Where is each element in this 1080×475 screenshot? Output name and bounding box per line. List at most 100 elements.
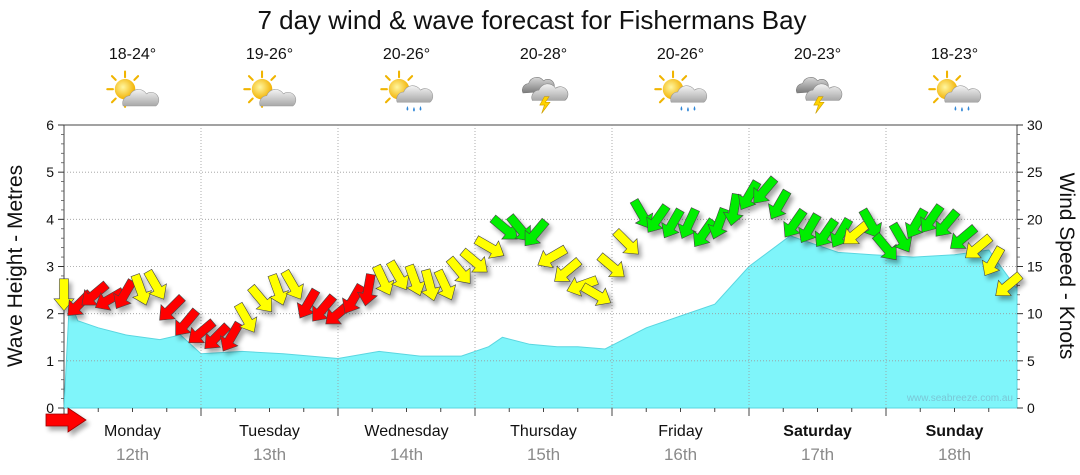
wind-arrows-layer [53,175,1024,352]
y2-tick-label: 5 [1027,353,1035,369]
temperature-range: 20-26° [383,46,430,63]
date-label: 16th [664,445,697,464]
temperature-range: 20-28° [520,46,567,63]
temperature-range: 19-26° [246,46,293,63]
wave-height-layer [63,235,1018,409]
y2-tick-label: 25 [1027,164,1043,180]
wind-arrow [113,278,137,310]
day-label: Monday [104,423,161,440]
wind-arrow [677,207,700,239]
wind-arrow [267,273,289,306]
y-tick-label: 5 [46,164,54,180]
storm-icon [522,77,569,114]
sun-cloud-icon [243,70,297,108]
y2-tick-label: 30 [1027,117,1043,133]
wind-arrow [524,217,550,247]
wind-arrow [404,263,426,297]
y-tick-label: 0 [46,400,54,416]
y2-tick-label: 0 [1027,400,1035,416]
wind-arrow [143,268,167,300]
wind-arrow [843,219,872,245]
wind-arrow [783,207,808,238]
day-label: Saturday [783,423,852,440]
wind-arrow [554,257,583,282]
wind-arrow [445,255,471,284]
daily-forecast-row: 18-24° 19-26° 20-26° 20-28° 20-26° 20-23° 18-2… [106,46,982,114]
wind-arrow [489,214,518,240]
wind-arrow [459,247,488,273]
day-label: Thursday [510,423,577,440]
y-tick-label: 4 [46,211,54,227]
wind-arrow [130,273,152,306]
wind-arrow [981,245,1006,277]
day-label: Tuesday [239,423,300,440]
day-label: Friday [658,423,702,440]
date-label: 17th [801,445,834,464]
wind-arrow [612,227,639,255]
temperature-range: 20-23° [794,46,841,63]
wind-arrow [798,212,822,244]
temperature-range: 20-26° [657,46,704,63]
wind-arrow [159,293,186,321]
chart-title: 7 day wind & wave forecast for Fisherman… [257,5,806,35]
wind-arrow [420,268,442,302]
wind-arrow [537,244,569,269]
wind-arrow [233,301,258,333]
wind-arrow [81,280,110,306]
wind-arrow [506,213,531,242]
date-label: 12th [116,445,149,464]
wind-arrow [473,235,505,259]
sun-cloud-rain-icon [654,70,708,113]
sun-cloud-rain-icon [928,70,982,113]
temperature-range: 18-23° [931,46,978,63]
sun-cloud-icon [106,70,160,108]
current-position-arrow [45,407,87,433]
day-label: Wednesday [364,423,448,440]
wind-arrow [871,232,897,261]
wind-arrow [312,293,338,322]
wind-arrow [905,207,929,239]
wind-arrow [722,193,744,227]
wind-arrow [247,283,272,313]
wind-arrow [356,273,378,307]
wind-arrow [965,233,994,259]
y2-tick-label: 15 [1027,259,1043,275]
wind-arrow [737,179,762,211]
date-label: 18th [938,445,971,464]
date-label: 15th [527,445,560,464]
wind-arrow [371,263,395,296]
axes: 0 1 2 3 4 5 6 0 5 10 15 20 25 30 Monday 12th Tuesday 13th… [46,117,1043,464]
wind-arrow [280,268,304,300]
y-tick-label: 1 [46,353,54,369]
wind-arrow [768,188,792,220]
day-label: Sunday [926,423,984,440]
storm-icon [796,77,843,114]
temperature-range: 18-24° [109,46,156,63]
date-label: 13th [253,445,286,464]
wind-arrow [753,175,779,204]
y-tick-label: 3 [46,259,54,275]
wind-arrow [220,320,244,352]
sun-cloud-rain-icon [380,70,434,113]
wind-arrow [342,282,366,314]
wind-arrow [296,287,321,319]
wind-arrow [566,275,599,297]
wind-arrow [188,318,217,344]
wind-arrow [950,224,979,249]
wind-arrow [661,207,685,239]
wind-arrow [935,208,961,237]
wind-arrow [94,287,126,311]
wave-area [63,235,1018,409]
wind-arrow [204,322,232,349]
y-tick-label: 6 [46,117,54,133]
wind-arrow [888,221,913,253]
wind-arrow [596,252,625,278]
date-label: 14th [390,445,423,464]
wind-arrow [995,271,1024,296]
y-tick-label: 2 [46,306,54,322]
y-axis-title: Wave Height - Metres [4,165,27,367]
wind-arrow [858,207,882,239]
wind-arrow [707,207,729,240]
wind-arrow [385,259,410,291]
